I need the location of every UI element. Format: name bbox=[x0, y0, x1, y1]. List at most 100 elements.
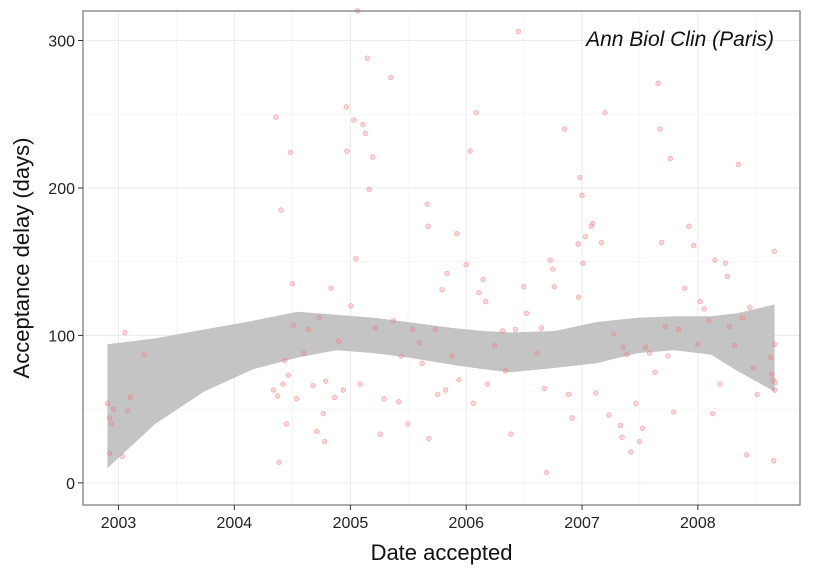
data-point bbox=[282, 357, 288, 364]
data-point bbox=[735, 161, 742, 168]
data-point bbox=[712, 257, 718, 263]
data-point bbox=[335, 338, 342, 345]
data-point bbox=[293, 396, 300, 402]
data-point bbox=[772, 379, 779, 386]
data-point bbox=[409, 326, 416, 333]
data-point bbox=[598, 239, 605, 246]
data-point bbox=[619, 434, 625, 440]
data-point bbox=[628, 449, 634, 455]
data-point bbox=[538, 325, 545, 331]
data-point bbox=[508, 431, 514, 437]
data-point bbox=[695, 341, 701, 348]
x-axis-title: Date accepted bbox=[371, 540, 513, 565]
x-tick-label: 2005 bbox=[333, 515, 369, 532]
data-point bbox=[390, 317, 397, 324]
data-point bbox=[425, 223, 431, 230]
data-point bbox=[743, 452, 750, 458]
data-point bbox=[270, 387, 277, 393]
data-point bbox=[104, 400, 111, 407]
data-point bbox=[690, 242, 697, 249]
data-point bbox=[369, 154, 376, 160]
data-point bbox=[351, 117, 357, 123]
data-point bbox=[580, 260, 586, 266]
data-point bbox=[771, 248, 778, 255]
data-point bbox=[646, 350, 653, 356]
data-point bbox=[331, 394, 338, 401]
data-point bbox=[274, 393, 281, 399]
axis-ticks: 2003 2004 2005 2006 2007 2008 0 100 200 300 bbox=[48, 33, 715, 532]
data-point bbox=[340, 387, 346, 393]
data-point bbox=[290, 322, 297, 328]
data-point bbox=[701, 306, 707, 312]
data-point bbox=[541, 385, 548, 392]
data-point bbox=[366, 186, 372, 193]
data-point bbox=[686, 223, 692, 230]
data-point bbox=[624, 351, 630, 358]
data-point bbox=[551, 284, 558, 290]
data-point bbox=[606, 412, 612, 418]
data-point bbox=[726, 323, 733, 330]
data-point bbox=[747, 304, 753, 311]
data-point bbox=[381, 396, 387, 402]
data-point bbox=[432, 326, 438, 333]
data-point bbox=[492, 342, 498, 349]
data-point bbox=[512, 326, 519, 333]
data-point bbox=[321, 438, 328, 445]
data-point bbox=[575, 294, 582, 300]
data-point bbox=[754, 391, 760, 398]
data-point bbox=[590, 220, 596, 227]
data-point bbox=[617, 422, 624, 429]
data-point bbox=[416, 340, 423, 346]
data-point bbox=[398, 353, 404, 359]
data-point bbox=[706, 317, 712, 324]
data-point bbox=[395, 399, 402, 405]
data-point bbox=[463, 261, 469, 268]
data-point bbox=[770, 458, 777, 464]
x-tick-label: 2006 bbox=[448, 515, 484, 532]
data-point bbox=[372, 325, 378, 331]
data-point bbox=[473, 109, 479, 116]
data-point bbox=[681, 285, 688, 291]
data-point bbox=[106, 450, 113, 457]
plot-panel bbox=[83, 11, 800, 505]
data-point bbox=[569, 415, 575, 421]
data-point bbox=[620, 344, 627, 350]
data-point bbox=[453, 230, 460, 237]
data-point bbox=[476, 289, 482, 296]
data-point bbox=[642, 344, 649, 350]
data-point bbox=[771, 341, 778, 348]
data-point bbox=[426, 435, 432, 442]
journal-annotation: Ann Biol Clin (Paris) bbox=[584, 28, 774, 51]
data-point bbox=[348, 303, 354, 309]
data-point bbox=[449, 353, 455, 359]
data-point bbox=[280, 381, 286, 387]
data-point bbox=[424, 201, 430, 207]
data-point bbox=[122, 329, 128, 336]
data-point bbox=[709, 410, 716, 417]
data-point bbox=[314, 428, 320, 435]
data-point bbox=[550, 266, 556, 272]
data-point bbox=[322, 378, 329, 384]
data-point bbox=[724, 273, 731, 280]
data-point bbox=[676, 326, 682, 333]
data-point bbox=[667, 155, 673, 162]
data-point bbox=[278, 207, 284, 213]
data-point bbox=[343, 104, 350, 110]
confidence-ribbon bbox=[107, 304, 775, 469]
data-point bbox=[534, 350, 540, 356]
data-point bbox=[592, 390, 599, 396]
data-point bbox=[561, 126, 568, 132]
data-point bbox=[353, 255, 359, 262]
data-point bbox=[731, 342, 738, 349]
data-point bbox=[771, 387, 778, 393]
y-tick-label: 100 bbox=[48, 328, 75, 345]
data-point bbox=[575, 241, 581, 247]
data-point bbox=[273, 114, 279, 120]
data-point bbox=[655, 80, 661, 87]
data-points bbox=[104, 8, 779, 476]
data-point bbox=[419, 360, 425, 367]
data-point bbox=[484, 381, 491, 387]
data-point bbox=[470, 400, 476, 407]
data-point bbox=[287, 149, 294, 156]
